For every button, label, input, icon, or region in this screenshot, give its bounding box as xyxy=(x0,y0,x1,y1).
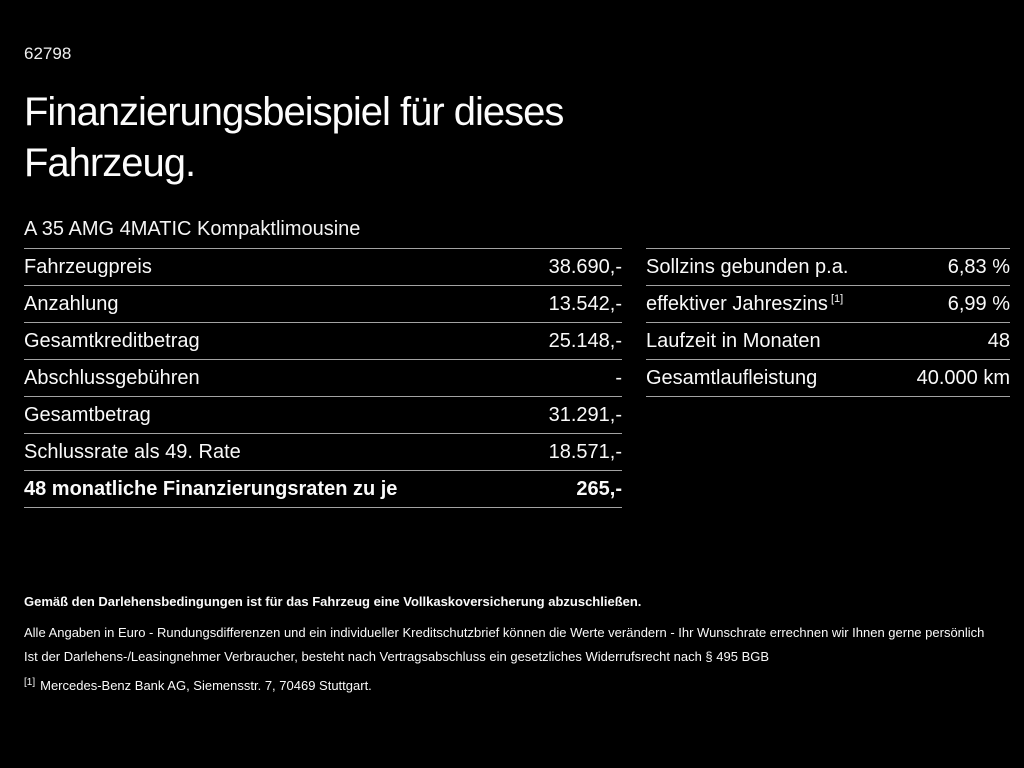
table-row-sollzins: Sollzins gebunden p.a. 6,83 % xyxy=(646,249,1010,286)
table-row-effektiver-jahreszins: effektiver Jahreszins [1] 6,99 % xyxy=(646,286,1010,323)
financing-details-table: Fahrzeugpreis 38.690,- Anzahlung 13.542,… xyxy=(24,248,622,508)
page-title: Finanzierungsbeispiel für dieses Fahrzeu… xyxy=(24,87,1010,189)
disclaimer-line-2: Ist der Darlehens-/Leasingnehmer Verbrau… xyxy=(24,648,770,664)
table-row-anzahlung: Anzahlung 13.542,- xyxy=(24,286,622,323)
row-label: effektiver Jahreszins [1] xyxy=(646,293,843,316)
row-label: Gesamtkreditbetrag xyxy=(24,329,200,352)
row-value: 38.690,- xyxy=(548,255,622,278)
row-value: 25.148,- xyxy=(548,329,622,352)
table-row-fahrzeugpreis: Fahrzeugpreis 38.690,- xyxy=(24,249,622,286)
row-label: Gesamtbetrag xyxy=(24,403,151,426)
row-value: 18.571,- xyxy=(548,440,622,463)
table-row-gesamtlaufleistung: Gesamtlaufleistung 40.000 km xyxy=(646,360,1010,397)
conditions-table: Sollzins gebunden p.a. 6,83 % effektiver… xyxy=(646,248,1010,397)
table-row-abschlussgebuehren: Abschlussgebühren - xyxy=(24,360,622,397)
page-title-line-2: Fahrzeug. xyxy=(24,141,196,185)
financing-tables: Fahrzeugpreis 38.690,- Anzahlung 13.542,… xyxy=(24,248,1010,508)
footnote-reference: [1] xyxy=(830,292,844,305)
row-value: - xyxy=(615,366,622,389)
table-row-schlussrate: Schlussrate als 49. Rate 18.571,- xyxy=(24,434,622,471)
page-title-line-1: Finanzierungsbeispiel für dieses xyxy=(24,90,564,134)
table-row-gesamtkreditbetrag: Gesamtkreditbetrag 25.148,- xyxy=(24,323,622,360)
row-label: Anzahlung xyxy=(24,292,119,315)
row-label: Fahrzeugpreis xyxy=(24,255,152,278)
listing-number: 62798 xyxy=(24,44,72,63)
row-value: 6,83 % xyxy=(947,255,1010,278)
row-value: 13.542,- xyxy=(548,292,622,315)
row-label: Schlussrate als 49. Rate xyxy=(24,440,241,463)
table-row-laufzeit: Laufzeit in Monaten 48 xyxy=(646,323,1010,360)
insurance-note: Gemäß den Darlehensbedingungen ist für d… xyxy=(24,594,642,609)
row-label: Laufzeit in Monaten xyxy=(646,329,821,352)
row-value: 48 xyxy=(987,329,1010,352)
row-value: 40.000 km xyxy=(916,366,1010,389)
table-row-gesamtbetrag: Gesamtbetrag 31.291,- xyxy=(24,397,622,434)
legal-footer: Gemäß den Darlehensbedingungen ist für d… xyxy=(24,594,1000,693)
disclaimer-line-1: Alle Angaben in Euro - Rundungsdifferenz… xyxy=(24,625,985,640)
footnote: [1] Mercedes-Benz Bank AG, Siemensstr. 7,… xyxy=(24,676,1000,693)
row-value: 265,- xyxy=(576,477,622,500)
row-label: Gesamtlaufleistung xyxy=(646,366,818,389)
footnote-marker: [1] xyxy=(24,676,36,688)
row-value: 31.291,- xyxy=(548,403,622,426)
row-label: Abschlussgebühren xyxy=(24,366,200,389)
table-row-monatsrate: 48 monatliche Finanzierungsraten zu je 2… xyxy=(24,471,622,508)
footnote-text: Mercedes-Benz Bank AG, Siemensstr. 7, 70… xyxy=(40,678,372,693)
row-label: 48 monatliche Finanzierungsraten zu je xyxy=(24,477,398,500)
vehicle-name: A 35 AMG 4MATIC Kompaktlimousine xyxy=(24,218,361,240)
row-label-text: effektiver Jahreszins xyxy=(646,292,828,315)
row-label: Sollzins gebunden p.a. xyxy=(646,255,849,278)
row-value: 6,99 % xyxy=(947,292,1010,315)
